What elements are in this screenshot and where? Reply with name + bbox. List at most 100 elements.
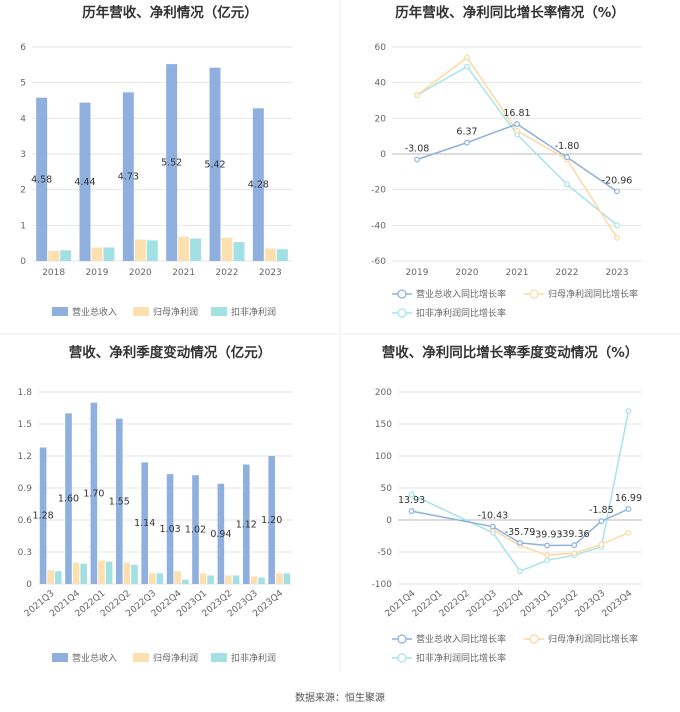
- data-point: [598, 541, 605, 548]
- data-point: [544, 542, 551, 549]
- data-point: [598, 518, 605, 525]
- bar-deducted-profit: [258, 577, 265, 584]
- y-tick-label: 1.2: [18, 452, 32, 462]
- x-tick-label: 2020: [129, 268, 152, 278]
- bar-deducted-profit: [105, 561, 113, 584]
- data-label: -39.93: [532, 530, 563, 541]
- bar-deducted-profit: [131, 564, 138, 584]
- y-tick-label: 0.3: [18, 548, 32, 558]
- chart-title: 历年营收、净利情况（亿元）: [82, 4, 258, 21]
- bar-deducted-profit: [80, 563, 88, 584]
- data-label: -3.08: [405, 143, 430, 154]
- data-point: [564, 154, 570, 161]
- data-point: [571, 542, 578, 549]
- bar-revenue: [217, 483, 225, 584]
- bar-revenue: [166, 64, 178, 262]
- bar-net-profit: [148, 573, 156, 584]
- data-label: 4.58: [31, 174, 52, 185]
- data-point: [514, 127, 520, 134]
- y-tick-label: 200: [375, 388, 392, 398]
- data-label: -1.85: [589, 505, 614, 516]
- bar-net-profit: [47, 570, 55, 584]
- y-tick-label: -50: [377, 548, 392, 558]
- bar-revenue: [122, 92, 134, 262]
- legend-label: 归母净利润同比增长率: [548, 633, 638, 645]
- x-tick-label: 2022: [216, 268, 239, 278]
- bar-revenue: [115, 418, 123, 584]
- data-point: [571, 550, 578, 557]
- data-point: [464, 63, 470, 70]
- bar-net-profit: [221, 237, 233, 261]
- bar-revenue: [268, 456, 275, 584]
- data-point: [625, 506, 632, 513]
- annual-growth-rate-chart: 历年营收、净利同比增长率情况（%） -60 -40 -20 0 20 40 60 2019 202…: [371, 4, 642, 319]
- y-tick-label: 0.6: [18, 516, 33, 526]
- y-tick-label: 150: [375, 420, 392, 430]
- bar-net-profit: [134, 239, 146, 261]
- y-tick-label: 40: [375, 79, 387, 89]
- series-line-net-profit: [492, 528, 629, 556]
- data-point: [544, 552, 551, 559]
- y-tick-label: 0: [20, 257, 26, 267]
- bar-revenue: [79, 102, 91, 261]
- legend-label: 营业总收入同比增长率: [416, 633, 506, 645]
- bar-net-profit: [178, 236, 190, 261]
- legend-label: 扣非净利润同比增长率: [416, 307, 506, 319]
- data-point: [614, 222, 620, 229]
- y-tick-label: 4: [20, 114, 26, 124]
- legend-marker: [397, 289, 407, 299]
- data-point: [414, 92, 420, 99]
- y-tick-label: 50: [381, 484, 393, 494]
- legend-label: 营业总收入同比增长率: [416, 288, 506, 300]
- x-tick-label: 2019: [406, 268, 429, 278]
- data-label: 4.28: [248, 180, 269, 191]
- bar-deducted-profit: [276, 249, 288, 261]
- data-point: [514, 121, 520, 127]
- y-tick-label: 100: [375, 452, 392, 462]
- bar-deducted-profit: [55, 571, 62, 584]
- y-tick-label: 3: [20, 150, 26, 160]
- bar-revenue: [192, 475, 199, 584]
- legend-marker: [397, 634, 407, 644]
- data-point: [625, 529, 632, 536]
- data-label: 1.02: [185, 525, 206, 536]
- y-tick-label: -60: [371, 257, 386, 267]
- data-label: -10.43: [478, 511, 509, 522]
- bar-deducted-profit: [232, 575, 240, 584]
- legend-label: 营业总收入: [72, 306, 117, 318]
- data-label: -39.36: [559, 529, 590, 540]
- data-point: [564, 181, 570, 188]
- legend-marker: [529, 289, 539, 299]
- quarterly-revenue-profit-chart: 营收、净利季度变动情况（亿元）00.30.60.91.21.51.82021Q3…: [18, 344, 292, 664]
- chart-title: 历年营收、净利同比增长率情况（%）: [395, 4, 625, 21]
- legend-swatch: [211, 307, 227, 316]
- bar-net-profit: [174, 571, 182, 584]
- bar-deducted-profit: [103, 247, 115, 261]
- bar-deducted-profit: [283, 573, 291, 584]
- bar-deducted-profit: [146, 240, 158, 261]
- data-label: 6.37: [456, 127, 477, 138]
- data-label: 16.99: [615, 493, 642, 504]
- y-tick-label: 5: [20, 79, 26, 89]
- data-label: 1.03: [160, 524, 181, 535]
- bar-net-profit: [225, 575, 232, 584]
- chart-title: 营收、净利同比增长率季度变动情况（%）: [382, 344, 639, 361]
- data-source: 数据来源：恒生聚源: [295, 691, 385, 704]
- data-point: [517, 568, 523, 575]
- legend-label: 归母净利润: [153, 306, 198, 318]
- data-label: 5.52: [161, 158, 182, 169]
- data-point: [464, 139, 470, 146]
- legend-swatch: [211, 653, 227, 662]
- data-label: 4.73: [118, 172, 139, 183]
- legend-label: 扣非净利润同比增长率: [416, 652, 506, 664]
- legend-label: 扣非净利润: [231, 306, 276, 318]
- data-label: 1.20: [261, 515, 282, 526]
- bar-revenue: [252, 108, 264, 261]
- bar-revenue: [65, 413, 72, 584]
- bar-net-profit: [250, 576, 258, 584]
- x-tick-label: 2019: [86, 268, 109, 278]
- bar-deducted-profit: [156, 573, 164, 584]
- y-tick-label: 1.8: [18, 388, 33, 398]
- data-label: 5.42: [204, 159, 225, 170]
- data-label: 16.81: [503, 108, 530, 119]
